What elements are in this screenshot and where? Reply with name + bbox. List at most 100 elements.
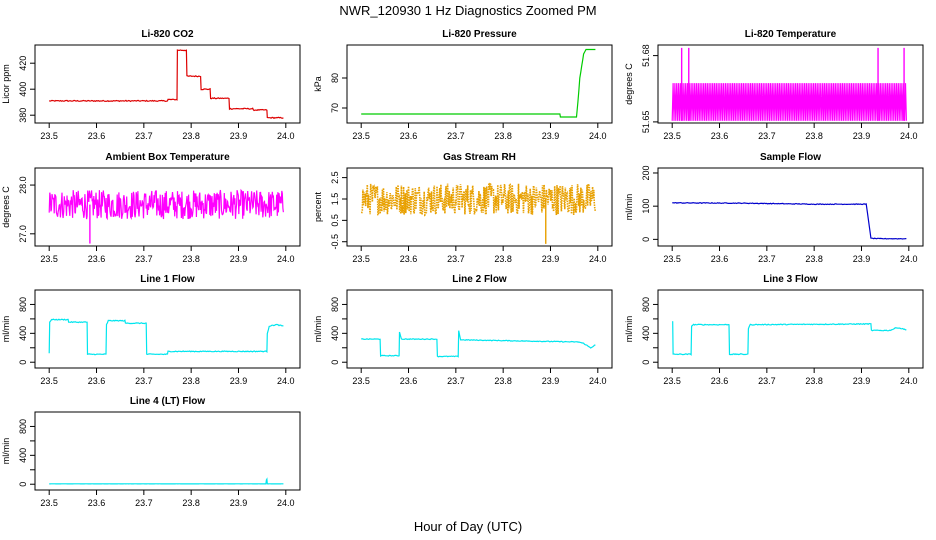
- panel-title: Ambient Box Temperature: [105, 152, 230, 163]
- x-tick-label: 24.0: [277, 254, 295, 264]
- y-axis-label: ml/min: [624, 316, 634, 343]
- x-tick-label: 23.5: [40, 498, 58, 508]
- y-axis-label: ml/min: [1, 316, 11, 343]
- y-tick-label: 1.5: [330, 193, 340, 206]
- y-tick-label: 400: [641, 326, 651, 341]
- chart-panel-line-3-flow: Line 3 Flow ml/min 23.5 23.6 23.7 23.8 23.9 24.…: [624, 274, 924, 386]
- x-tick-label: 24.0: [277, 498, 295, 508]
- x-tick-label: 23.7: [447, 131, 465, 141]
- x-tick-label: 23.6: [400, 376, 418, 386]
- chart-panel-gas-stream-rh: Gas Stream RH percent 23.5 23.6 23.7 23.8 23.9…: [313, 152, 613, 264]
- x-tick-label: 23.9: [542, 131, 560, 141]
- x-tick-label: 23.7: [447, 376, 465, 386]
- plot-frame: [34, 44, 301, 124]
- panel-title: Line 2 Flow: [452, 274, 507, 285]
- y-tick-label: 70: [330, 103, 340, 113]
- x-tick-label: 23.7: [758, 254, 776, 264]
- plot-frame: [34, 167, 301, 247]
- x-tick-label: 23.8: [494, 131, 512, 141]
- panel-title: Gas Stream RH: [443, 152, 516, 163]
- y-tick-label: 2.5: [330, 171, 340, 184]
- x-tick-label: 23.6: [711, 131, 729, 141]
- y-tick-label: 80: [330, 73, 340, 83]
- x-tick-label: 23.6: [711, 376, 729, 386]
- y-axis-label: degrees C: [1, 186, 11, 228]
- x-tick-label: 23.8: [494, 254, 512, 264]
- series-line-line-3-flow: [672, 321, 907, 356]
- chart-panel-li-820-co2: Li-820 CO2 Licor ppm 23.5 23.6 23.7 23.8 23.9 2…: [1, 29, 301, 141]
- y-tick-label: 400: [18, 82, 28, 97]
- x-tick-label: 24.0: [900, 131, 918, 141]
- x-tick-label: 23.9: [853, 254, 871, 264]
- y-tick-label: 51.68: [641, 44, 651, 67]
- y-axis-label: Licor ppm: [1, 64, 11, 104]
- x-tick-label: 23.5: [663, 131, 681, 141]
- y-axis-label: ml/min: [313, 316, 323, 343]
- x-tick-label: 23.7: [447, 254, 465, 264]
- y-axis-label: percent: [313, 191, 323, 222]
- panel-title: Line 1 Flow: [140, 274, 195, 285]
- chart-panel-li-820-temperature: Li-820 Temperature degrees C 23.5 23.6 23.7 2…: [624, 29, 924, 141]
- x-tick-label: 23.9: [230, 131, 248, 141]
- panels: Li-820 CO2 Licor ppm 23.5 23.6 23.7 23.8 23.9 2…: [1, 29, 924, 508]
- series-line-ambient-box-temperature: [48, 188, 284, 221]
- x-tick-label: 24.0: [900, 376, 918, 386]
- x-tick-label: 23.8: [805, 254, 823, 264]
- plot-frame: [346, 44, 613, 124]
- x-tick-label: 23.7: [135, 254, 153, 264]
- series-line-gas-stream-rh: [360, 180, 597, 218]
- series-line-li-820-temperature: [671, 83, 907, 121]
- y-axis-label: kPa: [313, 76, 323, 92]
- panel-title: Li-820 Temperature: [745, 29, 837, 40]
- x-tick-label: 23.8: [182, 131, 200, 141]
- panel-title: Line 3 Flow: [763, 274, 818, 285]
- plot-frame: [34, 289, 301, 369]
- x-tick-label: 23.6: [88, 131, 106, 141]
- y-axis-label: ml/min: [624, 194, 634, 221]
- y-tick-label: 27.0: [18, 225, 28, 243]
- x-tick-label: 23.6: [400, 131, 418, 141]
- x-tick-label: 24.0: [277, 131, 295, 141]
- panel-title: Li-820 Pressure: [442, 29, 517, 40]
- plot-frame: [657, 289, 924, 369]
- x-tick-label: 23.8: [805, 376, 823, 386]
- plot-frame: [657, 44, 924, 124]
- y-tick-label: 0: [18, 482, 28, 487]
- y-tick-label: 400: [18, 326, 28, 341]
- series-line-li-820-pressure: [361, 48, 596, 118]
- series-line-li-820-co2: [48, 49, 284, 120]
- x-tick-label: 23.8: [182, 254, 200, 264]
- panel-title: Line 4 (LT) Flow: [130, 396, 206, 407]
- plot-frame: [346, 167, 613, 247]
- x-tick-label: 23.5: [663, 376, 681, 386]
- x-tick-label: 23.7: [758, 376, 776, 386]
- y-tick-label: 380: [18, 108, 28, 123]
- panel-title: Li-820 CO2: [141, 29, 194, 40]
- x-tick-label: 24.0: [589, 376, 607, 386]
- x-tick-label: 23.6: [88, 376, 106, 386]
- y-tick-label: 420: [18, 56, 28, 71]
- plot-frame: [657, 167, 924, 247]
- y-tick-label: 800: [18, 297, 28, 312]
- chart-panel-ambient-box-temperature: Ambient Box Temperature degrees C 23.5 23.6…: [1, 152, 301, 264]
- y-tick-label: 0: [18, 360, 28, 365]
- x-tick-label: 23.8: [494, 376, 512, 386]
- y-tick-label: 0: [641, 237, 651, 242]
- series-line-line-4-lt-flow: [49, 477, 284, 485]
- x-tick-label: 23.9: [853, 376, 871, 386]
- x-tick-label: 24.0: [900, 254, 918, 264]
- chart-panel-line-1-flow: Line 1 Flow ml/min 23.5 23.6 23.7 23.8 23.9 24.…: [1, 274, 301, 386]
- x-tick-label: 23.5: [40, 254, 58, 264]
- series-line-sample-flow: [672, 201, 907, 240]
- y-tick-label: 800: [330, 297, 340, 312]
- x-tick-label: 23.5: [40, 376, 58, 386]
- x-tick-label: 24.0: [589, 254, 607, 264]
- chart-panel-line-4-lt-flow: Line 4 (LT) Flow ml/min 23.5 23.6 23.7 23.8 23…: [1, 396, 301, 508]
- x-tick-label: 23.5: [352, 376, 370, 386]
- x-tick-label: 23.6: [88, 254, 106, 264]
- x-tick-label: 23.9: [230, 254, 248, 264]
- plot-frame: [34, 411, 301, 491]
- x-tick-label: 23.5: [352, 254, 370, 264]
- x-tick-label: 23.5: [40, 131, 58, 141]
